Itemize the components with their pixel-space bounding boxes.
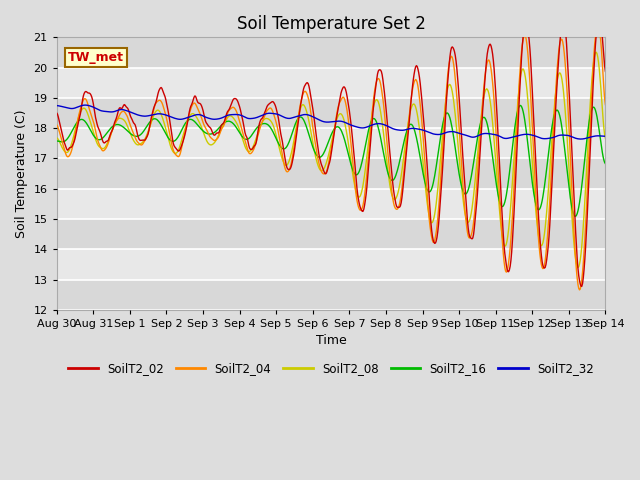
Bar [57,98,605,128]
Bar [57,249,605,279]
Text: TW_met: TW_met [68,51,124,64]
Bar [57,279,605,310]
X-axis label: Time: Time [316,335,346,348]
Bar [57,68,605,98]
Title: Soil Temperature Set 2: Soil Temperature Set 2 [237,15,426,33]
Bar [57,128,605,158]
Bar [57,158,605,189]
Bar [57,37,605,68]
Legend: SoilT2_02, SoilT2_04, SoilT2_08, SoilT2_16, SoilT2_32: SoilT2_02, SoilT2_04, SoilT2_08, SoilT2_… [63,358,598,380]
Y-axis label: Soil Temperature (C): Soil Temperature (C) [15,109,28,238]
Bar [57,189,605,219]
Bar [57,219,605,249]
